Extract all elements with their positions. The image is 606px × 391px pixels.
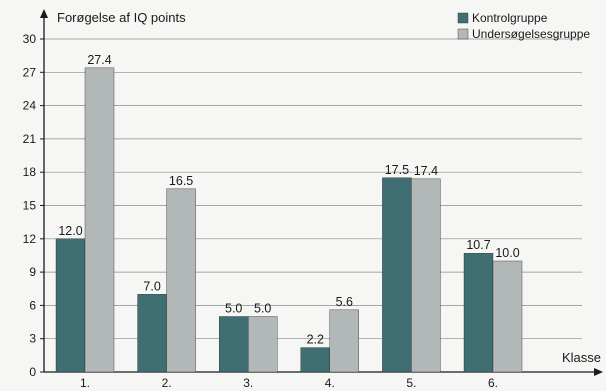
data-label: 27.4 <box>87 53 111 67</box>
bar-undersogelsesgruppe <box>84 67 115 373</box>
y-tick-label: 3 <box>29 332 36 346</box>
bar-kontrolgruppe <box>55 238 86 373</box>
legend-swatch-undersogelsesgruppe <box>457 28 469 40</box>
bar-kontrolgruppe <box>382 177 412 373</box>
x-tick-label: 5. <box>406 376 416 390</box>
y-tick-label: 30 <box>23 32 37 46</box>
x-tick-labels: 1. 2. 3. 4. 5. 6. <box>80 376 498 390</box>
data-label: 5.0 <box>225 302 242 316</box>
bar-kontrolgruppe <box>300 347 330 373</box>
x-axis-arrow-icon <box>594 368 603 376</box>
legend-label-undersogelsesgruppe: Undersøgelsesgruppe <box>472 27 590 41</box>
data-label: 10.7 <box>466 238 490 252</box>
x-tick-label: 2. <box>162 376 172 390</box>
data-label: 10.0 <box>495 246 519 260</box>
x-tick-label: 3. <box>243 376 253 390</box>
data-label: 16.5 <box>169 174 193 188</box>
y-tick-label: 6 <box>29 298 36 312</box>
data-labels: 12.0 27.4 7.0 16.5 5.0 5.0 2.2 5.6 17.5 17.4 10.7 1… <box>58 53 519 347</box>
x-tick-label: 6. <box>488 376 498 390</box>
y-tick-label: 12 <box>23 232 37 246</box>
y-tick-labels: 0 3 6 9 12 15 18 21 24 27 30 <box>23 32 44 379</box>
x-axis-title: Klasse <box>562 350 601 365</box>
data-label: 2.2 <box>307 333 324 347</box>
legend-swatch-kontrolgruppe <box>457 12 469 24</box>
y-axis-title: Forøgelse af IQ points <box>57 10 186 25</box>
data-label: 17.4 <box>414 164 438 178</box>
y-tick-label: 27 <box>23 65 37 79</box>
data-label: 7.0 <box>143 279 160 293</box>
bar-kontrolgruppe <box>463 253 494 373</box>
data-label: 12.0 <box>58 224 82 238</box>
legend-label-kontrolgruppe: Kontrolgruppe <box>472 11 548 25</box>
y-tick-label: 9 <box>29 265 36 279</box>
bar-undersogelsesgruppe <box>411 178 441 373</box>
bars <box>55 67 523 373</box>
data-label: 5.0 <box>254 302 271 316</box>
y-axis-arrow-icon <box>40 9 48 18</box>
bar-undersogelsesgruppe <box>166 188 196 373</box>
x-tick-label: 4. <box>325 376 335 390</box>
x-tick-label: 1. <box>80 376 90 390</box>
y-tick-label: 0 <box>29 365 36 379</box>
bar-kontrolgruppe <box>218 316 249 373</box>
bar-kontrolgruppe <box>137 294 167 373</box>
data-label: 17.5 <box>385 163 409 177</box>
y-tick-label: 21 <box>23 132 37 146</box>
gridlines <box>44 38 582 340</box>
bar-undersogelsesgruppe <box>329 309 359 373</box>
legend: Kontrolgruppe Undersøgelsesgruppe <box>457 11 590 41</box>
bar-undersogelsesgruppe <box>492 260 523 373</box>
y-tick-label: 18 <box>23 165 37 179</box>
bar-undersogelsesgruppe <box>247 316 278 373</box>
y-tick-label: 24 <box>23 99 37 113</box>
y-tick-label: 15 <box>23 199 37 213</box>
data-label: 5.6 <box>336 295 353 309</box>
